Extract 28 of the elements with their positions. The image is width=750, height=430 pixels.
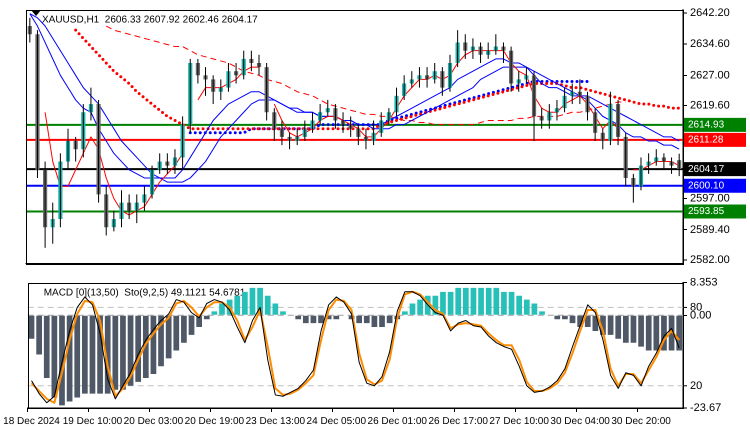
x-tick-label: 23 Dec 13:00 — [246, 416, 306, 427]
y-tick-label: 2597.00 — [690, 192, 730, 205]
y-tick-label: 2619.60 — [690, 100, 730, 112]
ref-line-label: 2614.93 — [688, 120, 725, 131]
y-tick-label: 2634.60 — [690, 38, 730, 50]
y-tick-label: 2589.40 — [690, 224, 730, 236]
ref-line-label: 2611.28 — [688, 134, 724, 146]
x-tick-label: 27 Dec 10:00 — [489, 416, 550, 427]
y-tick-label: 2642.20 — [690, 6, 730, 19]
x-tick-label: 30 Dec 20:00 — [611, 416, 672, 427]
ref-line-label: 2600.10 — [688, 180, 725, 192]
y-tick-label: -23.67 — [690, 402, 722, 414]
text: XAUUSD,H1 2606.33 2607.92 2602.46 2604.17 — [42, 14, 258, 26]
x-tick-label: 18 Dec 2024 — [3, 416, 60, 427]
text: MACD [0](13,50) Sto(9,2,5) 49.1121 54.6781 — [44, 287, 246, 298]
x-tick-label: 30 Dec 04:00 — [550, 416, 610, 427]
x-tick-label: 26 Dec 17:00 — [428, 416, 488, 427]
ref-line-label: 2593.85 — [688, 206, 725, 218]
y-tick-label: 2582.00 — [690, 254, 730, 266]
ref-line-label: 2604.17 — [688, 164, 725, 175]
y-tick-label: 2627.00 — [690, 69, 730, 82]
x-tick-label: 19 Dec 10:00 — [62, 416, 123, 427]
x-tick-label: 24 Dec 05:00 — [306, 416, 366, 427]
y2-tick-label: 20 — [690, 380, 702, 392]
y-tick-label: 8.353 — [690, 276, 718, 289]
x-tick-label: 26 Dec 01:00 — [368, 416, 428, 427]
x-tick-label: 20 Dec 03:00 — [124, 416, 184, 427]
x-tick-label: 20 Dec 19:00 — [184, 416, 245, 427]
